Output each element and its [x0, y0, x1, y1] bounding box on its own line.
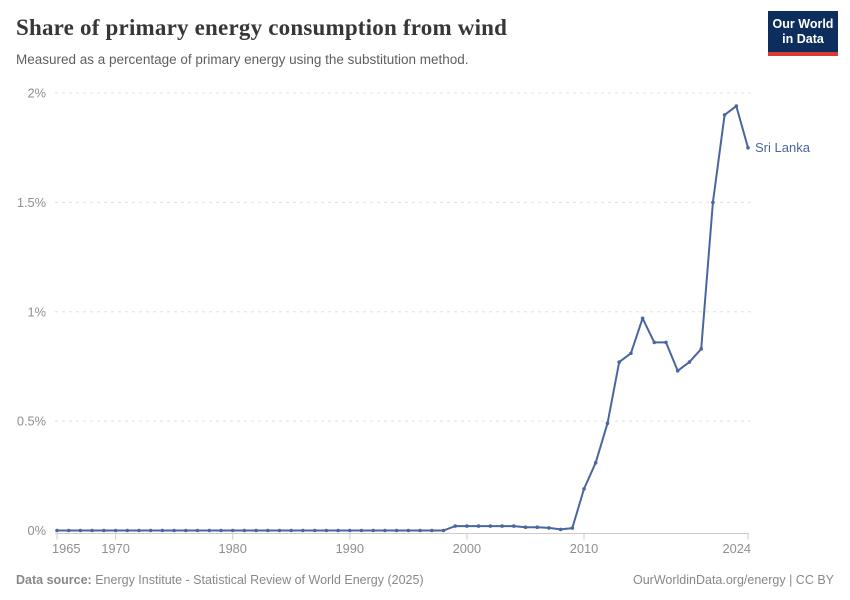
data-point[interactable]: [371, 528, 376, 533]
x-axis-label: 2000: [453, 541, 481, 556]
y-axis-label: 1.5%: [17, 195, 46, 210]
footer-credit-link[interactable]: OurWorldinData.org/energy | CC BY: [632, 573, 834, 587]
data-point[interactable]: [78, 528, 83, 533]
y-axis-label: 0.5%: [17, 414, 46, 429]
data-point[interactable]: [547, 526, 551, 530]
data-point[interactable]: [359, 528, 364, 533]
data-point[interactable]: [465, 524, 469, 528]
data-point[interactable]: [512, 524, 516, 528]
data-point[interactable]: [605, 421, 610, 426]
data-point[interactable]: [453, 524, 458, 528]
data-point[interactable]: [711, 200, 715, 205]
data-source-text: Energy Institute - Statistical Review of…: [95, 573, 424, 587]
data-point[interactable]: [687, 360, 692, 364]
data-point[interactable]: [617, 360, 621, 364]
data-point[interactable]: [570, 526, 575, 530]
data-point[interactable]: [219, 528, 223, 533]
data-point[interactable]: [441, 528, 446, 533]
data-point[interactable]: [383, 528, 387, 533]
data-point[interactable]: [55, 528, 59, 533]
data-point[interactable]: [336, 528, 340, 533]
data-point[interactable]: [652, 340, 657, 345]
data-point[interactable]: [207, 528, 212, 533]
data-point[interactable]: [90, 528, 94, 533]
data-point[interactable]: [113, 528, 118, 533]
data-point[interactable]: [430, 528, 434, 533]
data-point[interactable]: [675, 369, 680, 373]
y-axis-label: 0%: [28, 523, 47, 538]
data-point[interactable]: [394, 528, 399, 533]
owid-logo-line2: in Data: [782, 31, 824, 46]
data-point[interactable]: [523, 525, 528, 529]
data-point[interactable]: [266, 528, 270, 533]
x-axis-label: 2024: [723, 541, 751, 556]
owid-logo[interactable]: Our World in Data: [768, 11, 838, 56]
x-axis-label: 2010: [570, 541, 598, 556]
data-point[interactable]: [734, 104, 739, 108]
data-point[interactable]: [242, 528, 247, 533]
data-point[interactable]: [488, 524, 493, 528]
data-point[interactable]: [418, 528, 422, 533]
entity-label[interactable]: Sri Lanka: [755, 140, 811, 155]
chart-title: Share of primary energy consumption from…: [16, 15, 508, 40]
data-point[interactable]: [640, 316, 645, 321]
data-point[interactable]: [66, 528, 71, 533]
data-point[interactable]: [582, 487, 586, 491]
data-point[interactable]: [699, 347, 703, 351]
data-point[interactable]: [289, 528, 294, 533]
data-point[interactable]: [406, 528, 411, 533]
data-point[interactable]: [301, 528, 305, 533]
data-point[interactable]: [558, 527, 563, 532]
data-point[interactable]: [312, 528, 317, 533]
x-axis-label: 1965: [52, 541, 80, 556]
data-point[interactable]: [476, 524, 481, 528]
data-point[interactable]: [172, 528, 176, 533]
x-axis-label: 1990: [336, 541, 364, 556]
data-point[interactable]: [348, 528, 352, 533]
data-point[interactable]: [148, 528, 153, 533]
x-axis-label: 1970: [101, 541, 129, 556]
data-point[interactable]: [593, 460, 598, 465]
data-point[interactable]: [160, 528, 165, 533]
x-axis-label: 1980: [218, 541, 246, 556]
data-point[interactable]: [184, 528, 188, 533]
data-point[interactable]: [535, 525, 539, 529]
chart-subtitle: Measured as a percentage of primary ener…: [16, 52, 469, 67]
data-point[interactable]: [500, 524, 504, 528]
data-point[interactable]: [277, 528, 282, 533]
data-source-label: Data source:: [16, 573, 92, 587]
data-point[interactable]: [125, 528, 130, 533]
data-point[interactable]: [629, 351, 633, 356]
data-point[interactable]: [102, 528, 106, 533]
owid-logo-line1: Our World: [772, 17, 834, 31]
data-point[interactable]: [137, 528, 141, 533]
data-point[interactable]: [230, 528, 235, 533]
data-source: Data source: Energy Institute - Statisti…: [16, 573, 424, 587]
data-point[interactable]: [324, 528, 329, 533]
data-point[interactable]: [746, 145, 750, 150]
data-point[interactable]: [722, 113, 727, 117]
data-point[interactable]: [664, 340, 668, 345]
wind-share-line[interactable]: [56, 105, 749, 532]
y-axis-label: 2%: [28, 86, 47, 101]
data-point[interactable]: [195, 528, 200, 533]
data-point[interactable]: [254, 528, 258, 533]
y-axis-label: 1%: [28, 304, 47, 319]
